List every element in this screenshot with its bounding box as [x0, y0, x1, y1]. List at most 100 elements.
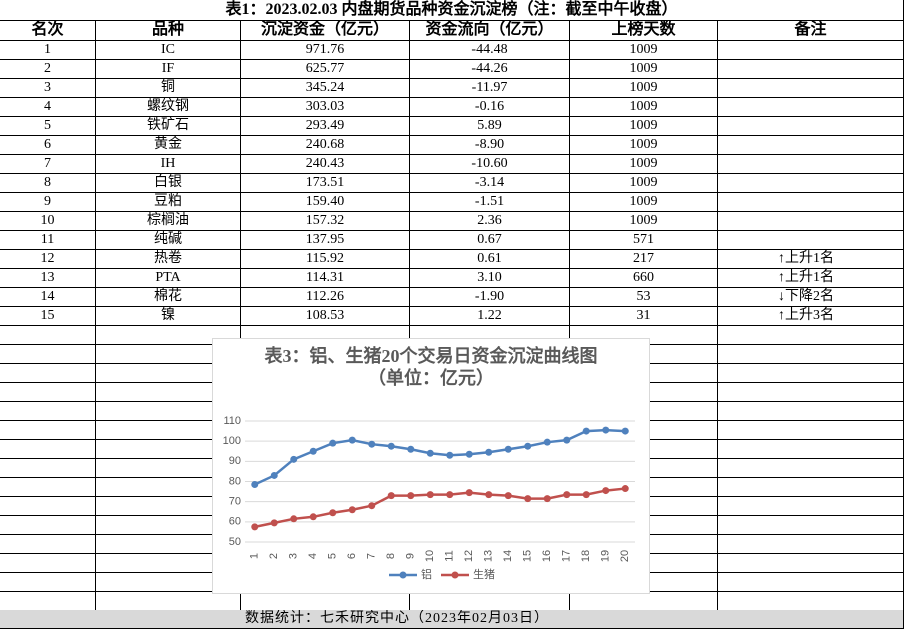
point: [348, 436, 356, 444]
empty-cell: [718, 478, 904, 497]
empty-cell: [0, 421, 96, 440]
empty-cell: [718, 573, 904, 592]
table-cell: 115.92: [241, 250, 410, 269]
table-cell: 293.49: [241, 117, 410, 136]
table-cell: 5.89: [410, 117, 570, 136]
table-cell: 棉花: [96, 288, 241, 307]
table-cell: 镍: [96, 307, 241, 326]
table-cell: 3.10: [410, 269, 570, 288]
point: [543, 495, 551, 503]
table-cell: 铜: [96, 79, 241, 98]
empty-cell: [0, 497, 96, 516]
empty-cell: [96, 326, 241, 345]
table-cell: 2.36: [410, 212, 570, 231]
table-cell: 1009: [570, 98, 718, 117]
table-cell: IH: [96, 155, 241, 174]
point: [329, 439, 337, 447]
x-tick-label: 9: [405, 553, 417, 559]
point: [309, 513, 317, 521]
table-cell: 625.77: [241, 60, 410, 79]
point: [270, 471, 278, 479]
point: [387, 492, 395, 500]
legend-marker: [399, 571, 407, 579]
point: [251, 481, 259, 489]
empty-cell: [718, 592, 904, 611]
table-cell: -44.26: [410, 60, 570, 79]
table-cell: 6: [0, 136, 96, 155]
table-cell: 1009: [570, 212, 718, 231]
point: [582, 491, 590, 499]
empty-cell: [0, 402, 96, 421]
table-cell: 1009: [570, 136, 718, 155]
table-cell: 1009: [570, 41, 718, 60]
table-cell: 1009: [570, 60, 718, 79]
table-cell: 15: [0, 307, 96, 326]
x-tick-label: 19: [600, 550, 612, 562]
table-title: 表1：2023.02.03 内盘期货品种资金沉淀榜（注：截至中午收盘）: [0, 0, 904, 21]
table-cell: 13: [0, 269, 96, 288]
table-cell: 1009: [570, 79, 718, 98]
header-cell: 名次: [0, 21, 96, 41]
table-cell: 白银: [96, 174, 241, 193]
table-cell: 9: [0, 193, 96, 212]
table-cell: PTA: [96, 269, 241, 288]
empty-cell: [718, 383, 904, 402]
x-tick-label: 17: [561, 550, 573, 562]
table-cell: 螺纹钢: [96, 98, 241, 117]
point: [348, 506, 356, 514]
empty-cell: [0, 535, 96, 554]
point: [543, 438, 551, 446]
empty-cell: [718, 402, 904, 421]
empty-cell: [718, 440, 904, 459]
empty-cell: [0, 573, 96, 592]
header-cell: 沉淀资金（亿元）: [241, 21, 410, 41]
table-cell: 53: [570, 288, 718, 307]
table-cell: [718, 79, 904, 98]
table-cell: 热卷: [96, 250, 241, 269]
x-tick-label: 6: [346, 553, 358, 559]
table-cell: 1009: [570, 193, 718, 212]
y-tick-label: 90: [229, 455, 241, 467]
point: [251, 523, 259, 531]
x-tick-label: 11: [444, 550, 456, 561]
table-cell: [718, 212, 904, 231]
table-cell: 240.43: [241, 155, 410, 174]
x-tick-label: 4: [307, 553, 319, 559]
point: [485, 448, 493, 456]
point: [485, 491, 493, 499]
point: [563, 436, 571, 444]
table-cell: 112.26: [241, 288, 410, 307]
empty-cell: [0, 345, 96, 364]
header-cell: 上榜天数: [570, 21, 718, 41]
table-cell: 3: [0, 79, 96, 98]
table-cell: -8.90: [410, 136, 570, 155]
empty-cell: [718, 345, 904, 364]
table-cell: [718, 155, 904, 174]
legend-label: 铝: [421, 567, 432, 581]
empty-cell: [0, 554, 96, 573]
table-cell: 11: [0, 231, 96, 250]
table-cell: ↑上升3名: [718, 307, 904, 326]
empty-cell: [0, 516, 96, 535]
footer: 数据统计：七禾研究中心（2023年02月03日）: [0, 610, 904, 629]
point: [407, 492, 415, 500]
table-cell: 114.31: [241, 269, 410, 288]
table-cell: 2: [0, 60, 96, 79]
y-tick-label: 60: [229, 516, 241, 528]
point: [407, 445, 415, 453]
point: [465, 489, 473, 497]
point: [621, 485, 629, 493]
table-cell: 0.67: [410, 231, 570, 250]
table-cell: IF: [96, 60, 241, 79]
x-tick-label: 16: [541, 550, 553, 562]
point: [582, 427, 590, 435]
table-cell: 159.40: [241, 193, 410, 212]
table-cell: 157.32: [241, 212, 410, 231]
x-tick-label: 10: [424, 550, 436, 562]
point: [290, 455, 298, 463]
table-cell: 660: [570, 269, 718, 288]
table-cell: 108.53: [241, 307, 410, 326]
empty-cell: [0, 592, 96, 611]
point: [621, 427, 629, 435]
